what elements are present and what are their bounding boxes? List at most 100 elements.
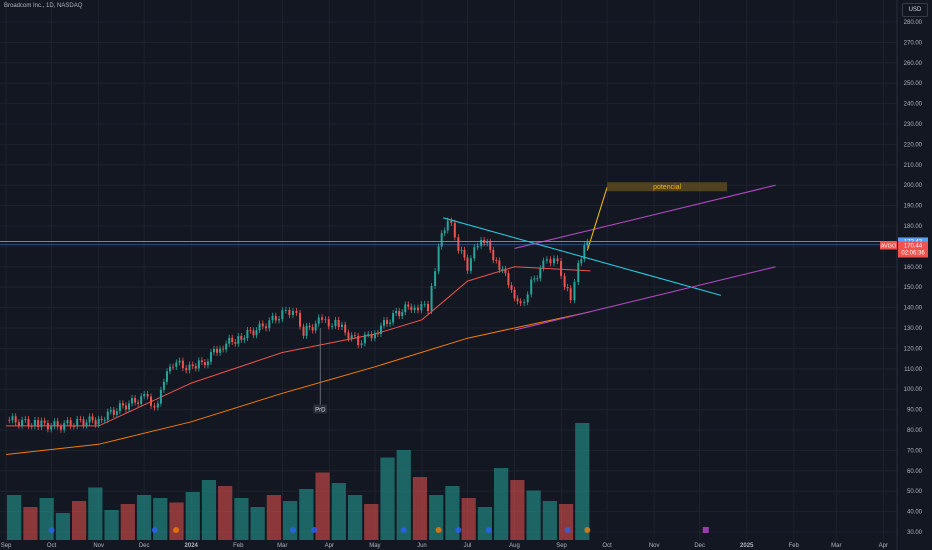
volume-bar (347, 495, 363, 540)
potencial-box (607, 182, 728, 192)
countdown-text: 02:06:36 (901, 251, 925, 257)
candle-body (79, 418, 82, 420)
candle-body (486, 241, 489, 244)
candle-body (495, 260, 498, 262)
candle-body (516, 298, 519, 302)
candle-body (203, 362, 206, 366)
price-axis[interactable]: 280.00 270.00 260.00 250.00 240.00 230.00 220.… (896, 0, 923, 550)
candle-body (128, 403, 131, 410)
candle-body (386, 320, 389, 324)
dividend-marker (564, 527, 571, 533)
x-tick-label: Dec (694, 543, 705, 549)
candle-body (476, 245, 479, 248)
event-label: PrD (315, 408, 326, 414)
candle-body (453, 222, 456, 238)
candle-body (261, 323, 264, 327)
y-tick-label: 70.00 (907, 448, 923, 454)
candle-body (407, 304, 410, 307)
candle-body (225, 343, 228, 350)
candle-body (446, 220, 449, 231)
candle-body (53, 421, 56, 427)
volume-bar (39, 498, 54, 540)
candle-body (14, 416, 17, 423)
candle-body (69, 420, 72, 427)
volume-bar (558, 504, 574, 540)
candle-body (115, 411, 118, 415)
y-tick-label: 190.00 (904, 204, 923, 210)
volume-bar (136, 495, 152, 540)
candle-body (156, 403, 159, 408)
potencial-label: potencial (653, 184, 681, 191)
candle-body (188, 364, 191, 371)
candle-body (311, 327, 314, 331)
dividend-marker (485, 527, 492, 533)
candle-body (103, 419, 106, 421)
event-markers: PrD (48, 328, 709, 533)
avgo-tag (880, 241, 897, 250)
candle-body (305, 325, 308, 336)
candle-body (206, 361, 209, 366)
x-tick-label: Nov (93, 543, 104, 549)
volume-bar (218, 486, 233, 540)
candle-body (231, 337, 234, 343)
candle-body (56, 421, 59, 427)
candle-body (344, 324, 347, 333)
currency-button[interactable]: USD (902, 3, 928, 17)
candle-body (350, 335, 353, 339)
candle-body (153, 405, 156, 408)
volume-bar (71, 501, 87, 540)
projection-arrow (586, 187, 608, 251)
candle-body (450, 220, 453, 223)
x-tick-label: Feb (789, 543, 800, 549)
drawing-tools[interactable]: potencial (0, 182, 897, 331)
candle-body (162, 381, 165, 390)
candle-body (507, 273, 510, 286)
candle-body (243, 338, 246, 340)
time-axis[interactable]: Sep Oct Nov Dec 2024 Feb Mar Apr May Jun Jul Aug Sep… (1, 543, 888, 549)
dividend-marker (173, 527, 180, 533)
candle-body (8, 419, 11, 421)
candle-body (340, 324, 343, 327)
dividend-marker (400, 527, 407, 533)
volume-bar (461, 498, 476, 540)
trendline (443, 217, 722, 296)
y-tick-label: 160.00 (904, 265, 923, 271)
candle-body (382, 320, 385, 326)
dividend-marker (455, 527, 462, 533)
candle-body (440, 233, 443, 247)
y-tick-label: 240.00 (904, 102, 923, 108)
candle-body (24, 418, 27, 420)
volume-bar (494, 468, 509, 540)
volume-bar (55, 513, 70, 540)
candle-body (109, 409, 112, 412)
candle-body (249, 330, 252, 331)
candle-body (367, 333, 370, 335)
volume-bar (429, 495, 444, 540)
volume-bar (477, 507, 493, 540)
candle-body (420, 304, 423, 311)
candle-body (357, 335, 360, 346)
candle-body (317, 317, 320, 324)
candle-body (33, 420, 36, 427)
candle-body (566, 287, 569, 289)
x-tick-label: Dec (139, 543, 150, 549)
y-tick-label: 140.00 (904, 306, 923, 312)
x-tick-label: Jun (417, 543, 427, 549)
candle-body (556, 258, 559, 262)
candle-body (583, 245, 586, 260)
channel-lower-line (514, 266, 776, 331)
y-tick-label: 130.00 (904, 326, 923, 332)
candle-body (85, 422, 88, 426)
volume-bar (396, 450, 411, 540)
candle-body (510, 285, 513, 290)
candle-body (466, 257, 469, 271)
candle-body (175, 362, 178, 367)
symbol-title: Broadcom Inc., 1D, NASDAQ (4, 3, 83, 9)
candle-body (586, 241, 589, 246)
candle-body (121, 403, 124, 406)
channel-upper-line (514, 184, 776, 249)
candle-body (288, 309, 291, 316)
candle-body (265, 326, 268, 329)
x-tick-label: Mar (831, 543, 841, 549)
